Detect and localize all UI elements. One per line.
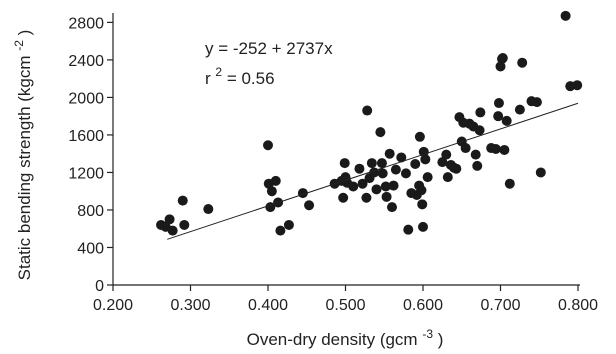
x-tick-label: 0.600: [403, 297, 443, 314]
data-point: [357, 178, 368, 189]
data-point: [535, 167, 546, 178]
y-axis-title-tail: ): [15, 30, 34, 36]
y-axis-title-superscript: -2: [12, 40, 26, 51]
x-axis-title: Oven-dry density (gcm -3 ): [247, 323, 444, 349]
regression-equation: y = -252 + 2737x: [205, 39, 333, 58]
data-point: [275, 225, 286, 236]
x-axis-title-superscript: -3: [422, 327, 433, 341]
x-tick-label: 0.700: [480, 297, 520, 314]
y-tick-label: 2800: [68, 15, 104, 32]
data-point: [384, 148, 395, 159]
data-point: [381, 191, 392, 202]
data-point: [362, 105, 373, 116]
data-point: [177, 195, 188, 206]
data-point: [283, 219, 294, 230]
y-tick-label: 1200: [68, 165, 104, 182]
x-axis-ticks: 0.200 0.300 0.400 0.500 0.600 0.700 0.800: [93, 285, 598, 314]
data-point: [437, 157, 448, 168]
regression-line: [167, 102, 579, 240]
data-point: [441, 149, 452, 160]
data-point: [418, 221, 428, 232]
data-point: [388, 180, 399, 191]
data-point: [493, 98, 504, 109]
y-axis-title-main: Static bending strength (kgcm: [15, 55, 34, 280]
data-point: [380, 181, 391, 192]
y-tick-label: 800: [77, 203, 104, 220]
y-tick-label: 2000: [68, 90, 104, 107]
data-point: [203, 204, 214, 215]
data-point: [376, 158, 387, 169]
data-point: [387, 202, 397, 213]
data-point: [338, 192, 349, 203]
data-point: [474, 125, 485, 136]
x-tick-label: 0.200: [93, 297, 133, 314]
data-point: [410, 159, 421, 170]
data-point: [348, 181, 359, 192]
r-squared-superscript: 2: [215, 65, 222, 79]
data-point: [460, 143, 471, 154]
y-tick-label: 0: [95, 278, 104, 295]
data-point: [572, 80, 583, 91]
y-tick-label: 400: [77, 240, 104, 257]
x-tick-label: 0.400: [248, 297, 288, 314]
data-point: [167, 225, 178, 236]
data-point: [422, 172, 433, 183]
y-axis-ticks: 0 400 800 1200 1600 2000 2400 2800: [68, 15, 113, 295]
data-point: [501, 115, 512, 126]
data-point: [475, 107, 486, 118]
data-point: [499, 144, 510, 155]
data-point: [451, 163, 462, 174]
data-point: [400, 168, 411, 179]
data-point: [377, 168, 388, 179]
data-point: [504, 178, 515, 189]
data-point: [420, 154, 431, 165]
r-squared-annotation: r 2 = 0.56: [205, 61, 275, 88]
data-point: [403, 224, 414, 235]
data-point: [493, 111, 504, 122]
data-point: [366, 158, 377, 169]
x-tick-label: 0.500: [325, 297, 365, 314]
data-point: [304, 200, 315, 211]
data-point: [490, 144, 501, 154]
data-point: [339, 158, 350, 169]
data-points: [156, 10, 583, 236]
data-point: [514, 104, 525, 115]
x-axis-title-tail: ): [438, 330, 444, 349]
data-point: [375, 127, 386, 138]
data-point: [470, 149, 481, 160]
r-squared-value: = 0.56: [227, 69, 275, 88]
data-point: [179, 219, 190, 230]
y-tick-label: 1600: [68, 128, 104, 145]
data-point: [418, 146, 429, 157]
y-tick-label: 2400: [68, 53, 104, 70]
x-axis-title-main: Oven-dry density (gcm: [247, 330, 418, 349]
data-point: [417, 199, 428, 210]
data-point: [442, 172, 453, 183]
data-point: [270, 175, 281, 186]
r-squared-base: r: [205, 69, 211, 88]
data-point: [371, 184, 382, 195]
data-point: [560, 10, 571, 21]
data-point: [354, 163, 365, 174]
data-point: [396, 152, 407, 163]
x-tick-label: 0.300: [170, 297, 210, 314]
data-point: [361, 192, 372, 203]
data-point: [263, 140, 273, 151]
data-point: [495, 61, 506, 72]
data-point: [497, 53, 508, 64]
x-tick-label: 0.800: [558, 297, 598, 314]
data-point: [414, 131, 425, 142]
data-point: [531, 97, 542, 108]
data-point: [164, 214, 175, 225]
data-point: [266, 186, 277, 197]
data-point: [390, 164, 401, 175]
data-point: [416, 185, 427, 196]
y-axis-title: Static bending strength (kgcm -2 ): [8, 30, 34, 281]
data-point: [517, 57, 528, 68]
data-point: [472, 160, 483, 171]
